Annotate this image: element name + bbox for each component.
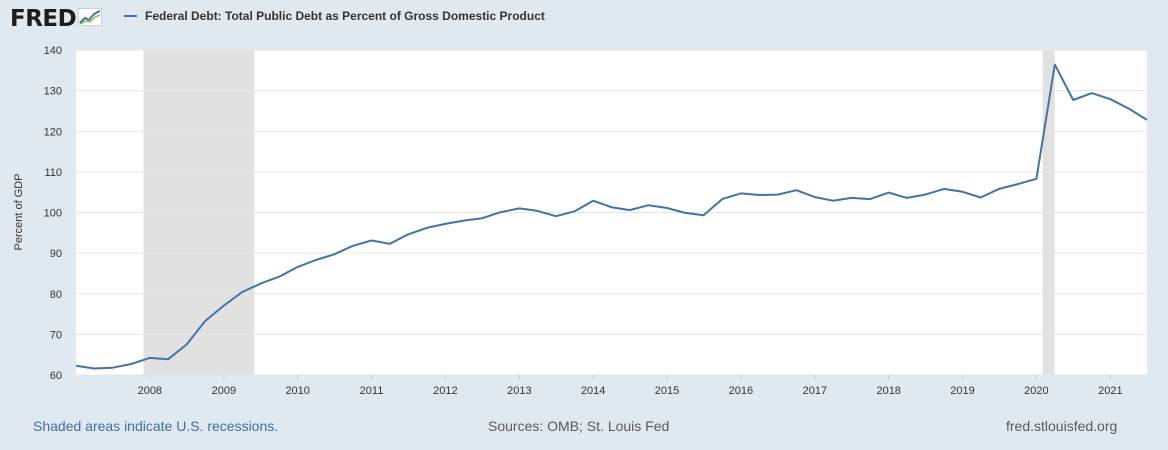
sources-text: Sources: OMB; St. Louis Fed [488, 418, 670, 434]
x-tick-label-2019: 2019 [950, 385, 974, 397]
y-axis-ticks: 60 70 80 90 100 110 120 130 140 [44, 45, 62, 382]
y-tick-label-140: 140 [44, 45, 62, 57]
fred-logo-text: FRED [10, 6, 77, 32]
x-tick-label-2017: 2017 [803, 385, 827, 397]
x-tick-label-2018: 2018 [876, 385, 900, 397]
legend-line-swatch [124, 15, 137, 17]
y-tick-label-60: 60 [50, 370, 62, 382]
x-tick-label-2009: 2009 [212, 385, 236, 397]
grid-lines [76, 49, 1147, 376]
x-tick-label-2016: 2016 [729, 385, 753, 397]
series-layer [75, 63, 1148, 370]
x-tick-label-2011: 2011 [360, 385, 384, 397]
y-tick-label-90: 90 [50, 248, 62, 260]
y-axis-label: Percent of GDP [13, 173, 25, 250]
x-tick-label-2010: 2010 [285, 385, 309, 397]
fred-url-link[interactable]: fred.stlouisfed.org [1006, 418, 1118, 434]
x-tick-label-2008: 2008 [138, 385, 162, 397]
x-tick-label-2021: 2021 [1098, 385, 1122, 397]
y-tick-label-100: 100 [44, 208, 62, 220]
x-tick-label-2013: 2013 [507, 385, 531, 397]
x-tick-label-2015: 2015 [655, 385, 679, 397]
x-tick-label-2014: 2014 [581, 385, 605, 397]
series-line-0[interactable] [75, 63, 1148, 370]
x-axis-ticks: 2008 2009 2010 2011 2012 2013 2014 2015 2016 2017… [138, 375, 1123, 397]
legend-series-title: Federal Debt: Total Public Debt as Perce… [145, 9, 545, 23]
x-tick-label-2020: 2020 [1024, 385, 1048, 397]
y-tick-label-70: 70 [50, 329, 62, 341]
chart-legend[interactable]: Federal Debt: Total Public Debt as Perce… [124, 9, 545, 23]
y-tick-label-130: 130 [44, 86, 62, 98]
y-tick-label-110: 110 [44, 167, 62, 179]
x-tick-label-2012: 2012 [433, 385, 457, 397]
recession-note-link[interactable]: Shaded areas indicate U.S. recessions. [33, 418, 279, 434]
y-tick-label-80: 80 [50, 289, 62, 301]
y-tick-label-120: 120 [44, 126, 62, 138]
